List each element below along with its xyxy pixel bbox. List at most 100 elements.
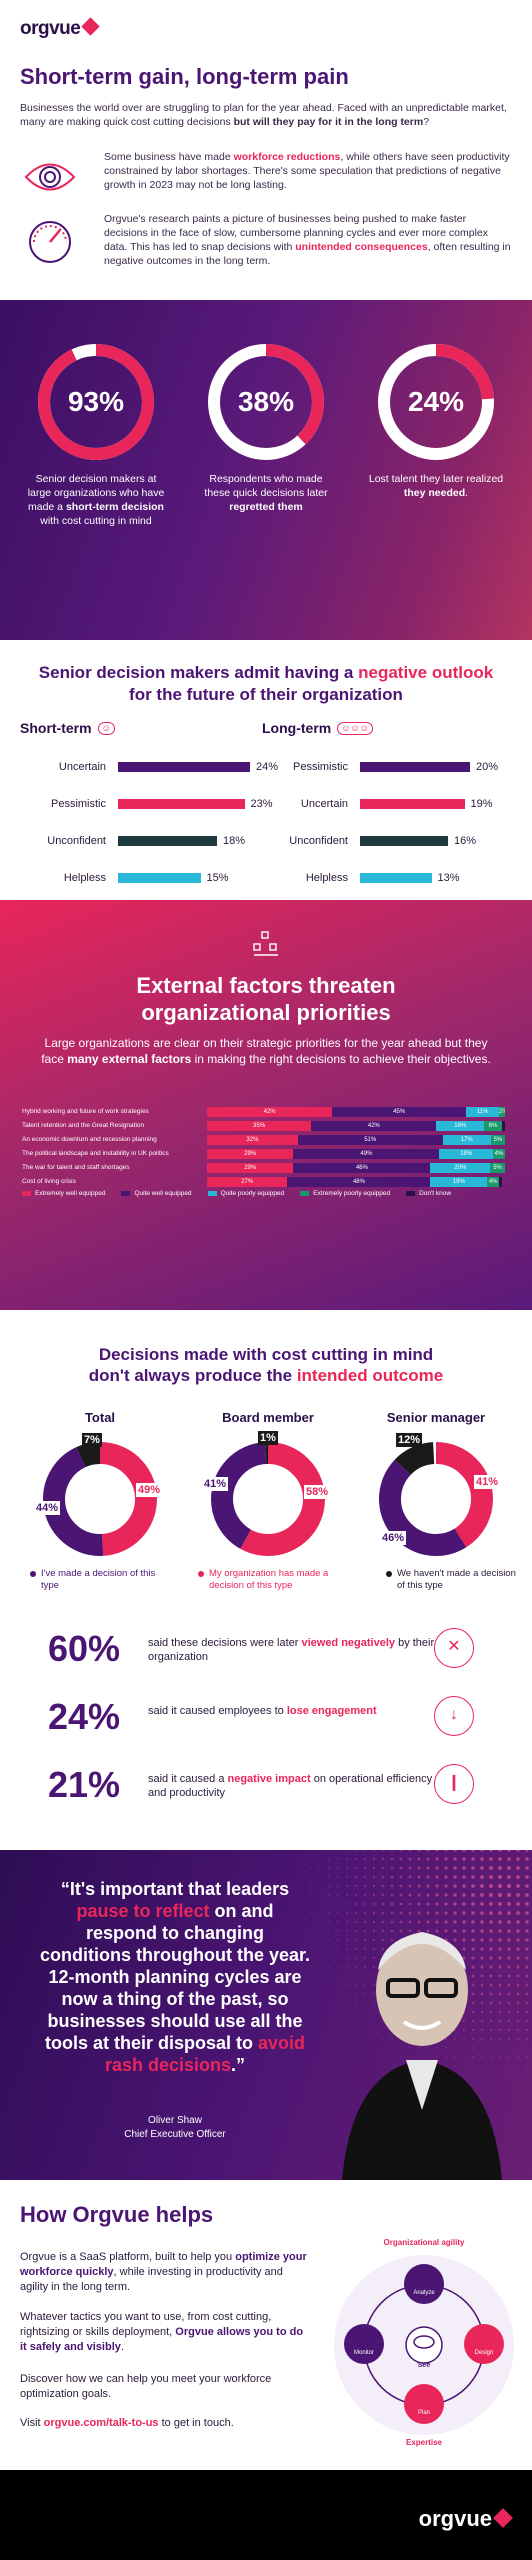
eye-icon [24,163,76,191]
stat-38: 38% Respondents who made these quick dec… [196,342,336,514]
workforce-text: Some business have made workforce reduct… [104,151,510,191]
face-icon: ☺ [97,721,115,735]
close-icon: ✕ [434,1628,474,1668]
stacked-bar: 27% 48% 19% 4% [207,1177,505,1187]
ceo-portrait [342,1932,502,2180]
bar-segment: 29% [207,1149,294,1159]
contact-link[interactable]: orgvue.com/talk-to-us [43,2417,159,2429]
factor-label: Hybrid working and future of work strate… [22,1108,149,1115]
bar-segment: 48% [287,1177,431,1187]
factor-row: Hybrid working and future of work strate… [22,1106,512,1118]
bar-label: Helpless [63,872,106,884]
ring-fill [38,344,154,460]
bar-segment: 2% [499,1107,505,1117]
bar-segment: 51% [297,1135,443,1145]
stat-93: 93% Senior decision makers at large orga… [26,342,166,528]
donut-chart: Senior manager 41% 46% 12% [366,1410,506,1559]
stacked-bar: 32% 51% 17% 5% [207,1135,506,1145]
impact-value: 24% [48,1696,121,1737]
node-monitor: Monitor [344,2324,384,2364]
impact-stat: 21% said it caused a negative impact on o… [48,1764,508,1812]
footer-logo[interactable]: orgvue [419,2506,513,2532]
factor-label: An economic downturn and recession plann… [22,1136,157,1143]
stat-caption: Senior decision makers at large organiza… [27,473,165,527]
donut-label: 41% [474,1475,501,1489]
bar-segment: 35% [207,1121,312,1131]
stats-band: 93% Senior decision makers at large orga… [0,300,532,640]
bar-segment: 49% [293,1149,440,1159]
page-title: Short-term gain, long-term pain [20,64,349,89]
bar-segment [499,1177,502,1187]
bar-segment: 17% [442,1135,491,1145]
intro-text: Businesses the world over are struggling… [20,102,507,128]
stat-value: 38% [237,386,295,417]
legend-item: Extremely well equipped [22,1190,105,1197]
bar-segment: 4% [487,1177,499,1187]
donut-label: 49% [136,1483,163,1497]
bar-segment: 11% [466,1107,500,1117]
quote-section: “It's important that leaders pause to re… [0,1850,532,2180]
outlook-section: Senior decision makers admit having a ne… [0,640,532,890]
outlook-bar-row: Pessimistic 23% [20,797,273,811]
bar-value: 13% [437,872,460,884]
bar [118,762,250,772]
key-made: I've made a decision of this type [30,1568,170,1592]
impact-text: said it caused employees to lose engagem… [148,1705,377,1717]
bar-segment: 32% [207,1135,298,1145]
factor-row: The war for talent and staff shortages 29… [22,1162,512,1174]
factor-label: The war for talent and staff shortages [22,1164,130,1171]
factor-row: Cost of living crisis 27% 48% 19% 4% [22,1176,512,1188]
brand-logo[interactable]: orgvue [20,17,101,40]
impact-value: 21% [48,1764,121,1805]
legend-item: Don't know [406,1190,451,1197]
bar-segment: 18% [439,1149,494,1159]
bar-segment: 5% [490,1163,505,1173]
stat-ring: 24% [376,342,496,462]
donut-chart: Board member 58% 41% 1% [198,1410,338,1559]
external-title: External factors threaten organizational… [136,973,396,1025]
donut-slice [211,1442,325,1556]
how-paragraph-3: Discover how we can help you meet your w… [20,2373,272,2400]
research-text: Orgvue's research paints a picture of bu… [104,213,511,267]
bar-label: Uncertain [300,798,348,810]
outlook-bar-row: Helpless 13% [262,871,512,885]
donut-title: Board member [222,1410,314,1425]
donut-label: 46% [380,1531,407,1545]
bar [118,836,217,846]
ring-fill [208,344,324,460]
impact-stat: 24% said it caused employees to lose enga… [48,1696,508,1744]
dot-pattern [302,1850,529,2103]
long-term-heading: Long-term ☺☺☺ [262,720,512,736]
node-plan: Plan [404,2384,444,2424]
bar [118,873,201,883]
legend-item: Quite poorly equipped [207,1190,284,1197]
bar-segment: 42% [311,1121,437,1131]
speaker-name: Oliver Shaw [148,2115,202,2126]
factor-label: The political landscape and instability … [22,1150,169,1157]
bar-value: 19% [470,798,493,810]
bar-value: 23% [250,798,273,810]
stacked-bar: 42%45%11%2% [207,1107,505,1117]
how-orgvue-helps-section: How Orgvue helps Orgvue is a SaaS platfo… [0,2180,532,2470]
short-term-chart: Short-term ☺ Uncertain 24% Pessimistic 23% Un… [20,720,278,884]
stat-caption: Lost talent they later realized they nee… [368,473,504,499]
scatter-icon [253,931,278,956]
speaker-role: Chief Executive Officer [124,2129,226,2140]
how-paragraph-1: Orgvue is a SaaS platform, built to help… [20,2251,307,2293]
long-term-chart: Long-term ☺☺☺ Pessimistic 20% Uncertain 19% U… [262,720,512,884]
factor-row: An economic downturn and recession plann… [22,1134,512,1146]
bar-segment: 16% [436,1121,485,1131]
bar-label: Unconfident [47,835,106,847]
donut-slice [379,1442,493,1556]
donut-label: 44% [34,1501,61,1515]
bar-segment: 42% [207,1107,333,1117]
outlook-bar-row: Uncertain 24% [20,760,278,774]
bar-value: 20% [476,761,499,773]
factor-label: Talent retention and the Great Resignati… [22,1122,145,1129]
how-paragraph-4: Visit orgvue.com/talk-to-us to get in to… [20,2417,234,2429]
how-title: How Orgvue helps [20,2202,214,2227]
bar-label: Unconfident [289,835,348,847]
bar-label: Uncertain [58,761,106,773]
how-paragraph-2: Whatever tactics you want to use, from c… [20,2311,304,2353]
ring-fill [378,344,494,460]
